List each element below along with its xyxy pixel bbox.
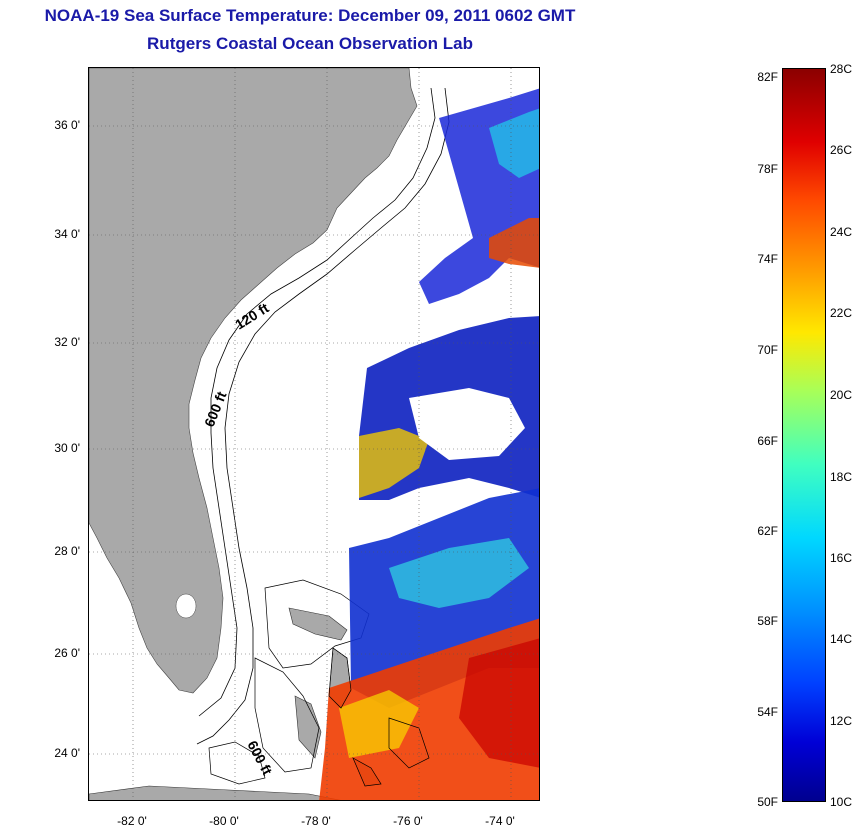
lat-tick-26: 26 0': [54, 646, 80, 660]
colorbar-f-54: 54F: [757, 705, 778, 719]
isobath-bahamas: [208, 579, 370, 785]
sst-north-warm: [489, 218, 539, 268]
lat-tick-24: 24 0': [54, 746, 80, 760]
colorbar: [782, 68, 826, 802]
lon-tick-78: -78 0': [301, 814, 331, 828]
sst-mid-white: [409, 388, 525, 460]
isobath-120ft: [198, 87, 436, 717]
chart-subtitle: Rutgers Coastal Ocean Observation Lab: [147, 34, 473, 53]
colorbar-c-26: 26C: [830, 143, 853, 157]
colorbar-f-74: 74F: [757, 252, 778, 266]
colorbar-c-28: 28C: [830, 62, 853, 76]
graticule: [89, 68, 539, 800]
colorbar-c-10: 10C: [830, 795, 853, 809]
lat-tick-36: 36 0': [54, 118, 80, 132]
colorbar-c-18: 18C: [830, 470, 853, 484]
sst-south-cyan: [389, 538, 529, 608]
colorbar-c-22: 22C: [830, 306, 853, 320]
chart-title: NOAA-19 Sea Surface Temperature: Decembe…: [44, 6, 576, 25]
isobath-label-120: 120 ft: [232, 299, 272, 332]
colorbar-f-78: 78F: [757, 162, 778, 176]
lat-tick-34: 34 0': [54, 227, 80, 241]
lon-tick-82: -82 0': [117, 814, 147, 828]
colorbar-f-82: 82F: [757, 70, 778, 84]
lake: [175, 593, 197, 619]
sst-mid-warm: [359, 428, 429, 498]
colorbar-f-70: 70F: [757, 343, 778, 357]
colorbar-f-50: 50F: [757, 795, 778, 809]
colorbar-c-24: 24C: [830, 225, 853, 239]
colorbar-f-58: 58F: [757, 614, 778, 628]
isobath-label-600-south: 600 ft: [244, 738, 275, 778]
land-cuba: [89, 785, 341, 800]
lon-tick-74: -74 0': [485, 814, 515, 828]
lat-tick-30: 30 0': [54, 441, 80, 455]
colorbar-c-14: 14C: [830, 632, 853, 646]
lat-tick-28: 28 0': [54, 544, 80, 558]
isobath-600ft: [196, 87, 450, 745]
sst-south-yellow: [339, 690, 419, 758]
colorbar-f-62: 62F: [757, 524, 778, 538]
colorbar-c-20: 20C: [830, 388, 853, 402]
sst-map: 120 ft 600 ft 600 ft: [88, 67, 540, 801]
lon-tick-80: -80 0': [209, 814, 239, 828]
lon-tick-76: -76 0': [393, 814, 423, 828]
sst-map-svg: 120 ft 600 ft 600 ft: [89, 68, 539, 800]
colorbar-f-66: 66F: [757, 434, 778, 448]
sst-far-south-red: [459, 638, 539, 768]
land-us-coast: [89, 68, 418, 694]
lat-tick-32: 32 0': [54, 335, 80, 349]
colorbar-c-12: 12C: [830, 714, 853, 728]
colorbar-c-16: 16C: [830, 551, 853, 565]
